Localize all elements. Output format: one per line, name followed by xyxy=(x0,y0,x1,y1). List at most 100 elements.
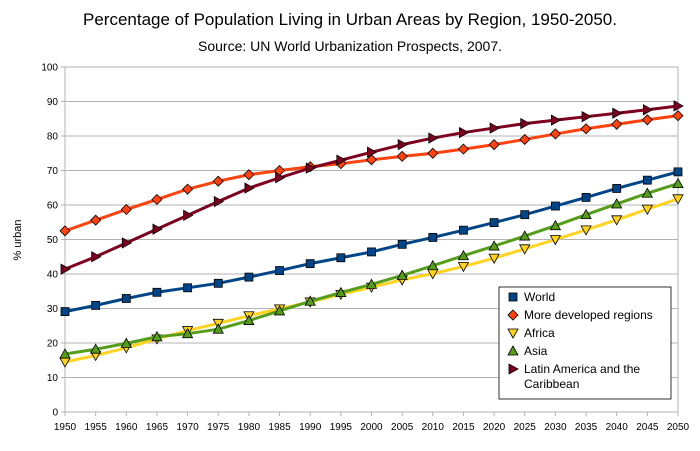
data-point xyxy=(243,169,255,181)
data-point xyxy=(121,294,131,303)
y-tick-label: 80 xyxy=(47,132,59,143)
data-point xyxy=(672,110,684,122)
data-point xyxy=(581,193,591,202)
series-asia xyxy=(59,177,684,359)
legend-box xyxy=(498,286,672,400)
data-point xyxy=(489,218,499,227)
x-tick-label: 1960 xyxy=(115,422,138,433)
data-point xyxy=(519,244,531,255)
data-point xyxy=(365,278,378,289)
data-point xyxy=(508,292,518,302)
data-point xyxy=(672,177,684,189)
data-point xyxy=(275,172,286,184)
data-point xyxy=(642,104,654,116)
data-point xyxy=(59,225,71,237)
chart-subtitle: Source: UN World Urbanization Prospects,… xyxy=(198,38,502,54)
data-point xyxy=(641,187,654,198)
data-point xyxy=(212,175,224,187)
series-group xyxy=(59,100,684,368)
y-tick-label: 60 xyxy=(47,201,59,212)
legend-label-cont: Caribbean xyxy=(524,377,579,391)
x-tick-label: 2010 xyxy=(422,422,445,433)
x-tick-label: 1990 xyxy=(299,422,322,433)
data-point xyxy=(672,194,684,205)
x-tick-label: 2045 xyxy=(636,422,659,433)
data-point xyxy=(611,215,623,226)
data-point xyxy=(397,138,408,151)
data-point xyxy=(427,147,439,159)
data-point xyxy=(581,111,592,123)
data-point xyxy=(488,139,500,151)
data-point xyxy=(642,175,652,185)
y-tick-label: 100 xyxy=(41,63,58,74)
data-point xyxy=(457,143,470,155)
x-tick-label: 2035 xyxy=(575,422,598,433)
x-tick-label: 1985 xyxy=(268,422,291,433)
data-point xyxy=(212,323,224,334)
legend-label: More developed regions xyxy=(524,308,653,322)
data-point xyxy=(428,132,439,144)
data-point xyxy=(213,278,223,288)
series-world xyxy=(60,167,683,317)
y-tick-label: 50 xyxy=(47,235,59,246)
data-point xyxy=(59,348,71,359)
y-tick-label: 90 xyxy=(47,97,59,108)
data-point xyxy=(489,122,500,134)
data-point xyxy=(488,253,500,264)
data-point xyxy=(244,182,255,194)
data-point xyxy=(367,146,378,158)
data-point xyxy=(60,263,71,275)
data-point xyxy=(612,107,623,119)
data-point xyxy=(459,225,468,235)
data-point xyxy=(183,283,193,293)
data-point xyxy=(90,214,102,226)
legend-item: World xyxy=(508,290,555,304)
data-point xyxy=(121,237,133,249)
x-tick-label: 1970 xyxy=(176,422,199,433)
legend: World More developed regions Africa Asia Lat… xyxy=(498,286,672,400)
x-tick-label: 2050 xyxy=(667,422,690,433)
y-tick-label: 70 xyxy=(47,166,59,177)
data-point xyxy=(151,330,163,342)
data-point xyxy=(551,114,562,126)
data-point xyxy=(457,249,470,261)
y-tick-label: 40 xyxy=(47,270,59,281)
data-point xyxy=(641,114,653,126)
data-point xyxy=(335,286,347,298)
data-point xyxy=(120,337,132,348)
data-point xyxy=(305,259,315,269)
data-point xyxy=(120,203,132,216)
data-point xyxy=(507,345,519,356)
data-point xyxy=(244,272,254,282)
legend-label: World xyxy=(524,290,555,304)
data-point xyxy=(305,162,317,174)
data-point xyxy=(428,233,438,242)
x-tick-label: 2030 xyxy=(544,422,567,433)
x-tick-label: 1950 xyxy=(54,422,77,433)
x-tick-label: 1995 xyxy=(330,422,353,433)
data-point xyxy=(549,235,562,246)
data-point xyxy=(611,118,623,130)
data-point xyxy=(152,287,162,297)
data-point xyxy=(183,209,194,222)
data-point xyxy=(507,328,519,339)
legend-label: Latin America and the xyxy=(524,362,640,376)
data-point xyxy=(365,154,378,166)
data-point xyxy=(551,201,560,211)
data-point xyxy=(427,259,439,271)
series-latin-america-and-the-caribbean xyxy=(60,100,684,275)
x-tick-label: 1955 xyxy=(85,422,108,433)
x-tick-label: 1975 xyxy=(207,422,230,433)
data-point xyxy=(91,251,102,263)
legend-label: Asia xyxy=(524,344,548,358)
data-point xyxy=(612,184,622,193)
x-tick-label: 2020 xyxy=(483,422,506,433)
data-point xyxy=(520,210,530,220)
data-point xyxy=(181,327,194,339)
data-point xyxy=(336,154,347,166)
data-point xyxy=(91,300,101,310)
data-point xyxy=(580,123,592,135)
